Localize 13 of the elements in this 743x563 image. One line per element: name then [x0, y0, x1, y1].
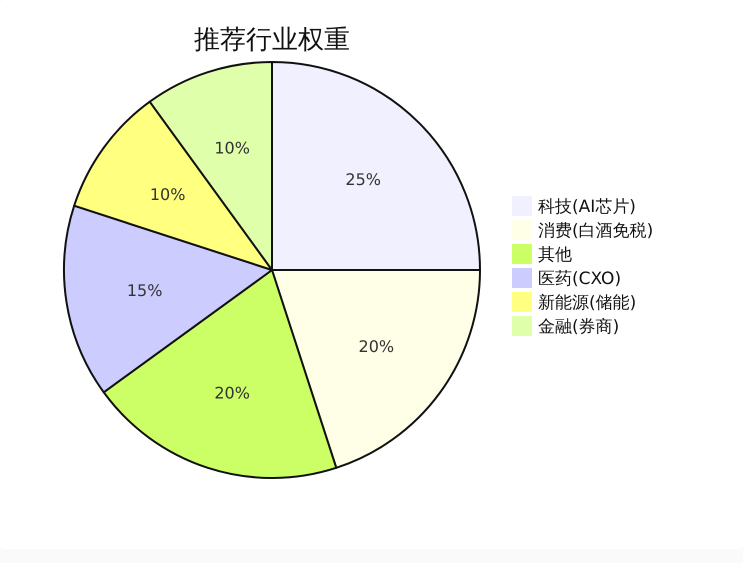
chart-title: 推荐行业权重: [194, 25, 350, 55]
slice-label: 科技(AI芯片): [538, 197, 636, 217]
legend-label: 消费(白酒免税): [538, 221, 654, 241]
legend-label: 金融(券商): [538, 317, 620, 337]
data-label: 15%: [126, 281, 162, 300]
data-label: 20%: [358, 336, 394, 356]
legend-label: 医药(CXO): [538, 269, 622, 289]
data-label: 20%: [214, 384, 250, 403]
legend-label: 新能源(储能): [538, 293, 636, 313]
legend-label: 其他: [538, 245, 572, 265]
data-label: 10%: [214, 138, 250, 158]
data-label: 25%: [345, 170, 381, 189]
data-label: 10%: [150, 185, 186, 204]
